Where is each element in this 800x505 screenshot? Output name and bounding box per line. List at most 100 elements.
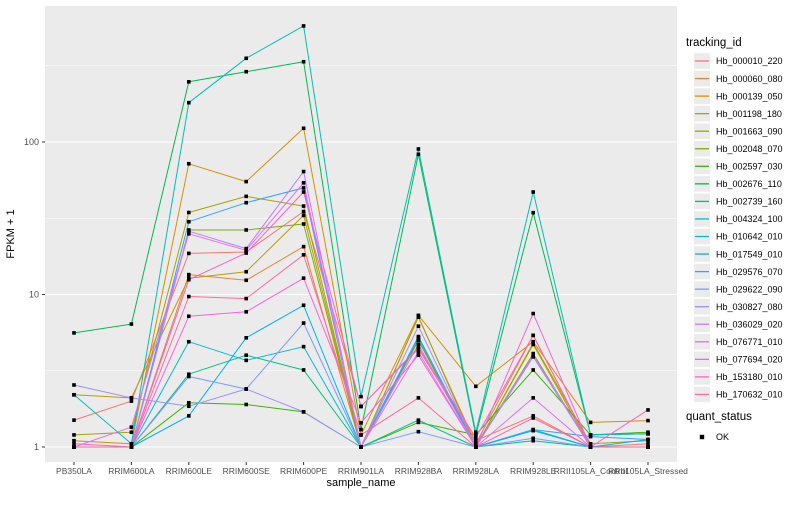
x-tick-label: RRIM600PE (280, 466, 328, 476)
data-point (301, 222, 306, 226)
data-point (359, 445, 363, 449)
data-point (187, 232, 191, 236)
y-axis-title: FPKM + 1 (5, 209, 17, 258)
legend-entry-label: Hb_004324_100 (716, 214, 783, 224)
data-point (244, 387, 248, 391)
data-point (416, 420, 421, 425)
legend-entry: Hb_017549_010 (694, 246, 783, 262)
y-tick-label: 10 (29, 290, 39, 300)
data-point (301, 368, 306, 372)
data-point (359, 433, 363, 437)
data-point (129, 322, 134, 326)
legend-entry-label: Hb_002676_110 (716, 179, 782, 189)
data-point (646, 408, 650, 412)
data-point (416, 342, 421, 347)
data-point (416, 324, 421, 328)
data-point (531, 353, 535, 357)
data-point (474, 438, 478, 443)
data-point (646, 437, 650, 442)
legend-entry-label: Hb_077694_020 (716, 355, 783, 365)
data-point (416, 418, 421, 422)
data-point (187, 161, 191, 166)
data-point (531, 368, 535, 372)
legend-title: tracking_id (686, 37, 742, 49)
data-point (588, 445, 593, 449)
data-point (187, 210, 191, 215)
data-point (129, 441, 134, 446)
legend-entry-label: Hb_017549_010 (716, 249, 783, 259)
data-points (72, 24, 650, 449)
x-tick-label: RRII105LA_Stressed (608, 466, 688, 476)
legend-entry-label: Hb_000060_080 (716, 74, 783, 84)
x-tick-label: RRIM928LA (453, 466, 500, 476)
legend-entry: Hb_030827_080 (694, 298, 783, 315)
data-point (359, 404, 363, 409)
data-point (416, 353, 421, 357)
data-point (416, 152, 421, 157)
data-point (187, 314, 191, 319)
data-point (646, 445, 650, 449)
y-tick-label: 100 (24, 137, 39, 147)
data-point (244, 296, 248, 301)
axis-ticks (42, 141, 649, 465)
legend-entry-label: Hb_010642_010 (716, 232, 783, 242)
data-point (301, 410, 306, 414)
x-tick-label: PB350LA (56, 466, 92, 476)
data-point (72, 418, 76, 422)
data-point (72, 433, 76, 437)
legend-entry: Hb_000010_220 (694, 53, 783, 69)
data-point (588, 434, 593, 439)
data-point (301, 303, 306, 308)
legend-entry: Hb_002676_110 (694, 176, 782, 192)
legend-entry: Hb_153180_010 (694, 369, 783, 385)
data-point (187, 372, 191, 377)
data-point (359, 394, 363, 399)
data-point (72, 441, 76, 446)
axis-labels: 1 10 100 PB350LA RRIM600LA RRIM600LE RRIM600SE… (24, 137, 688, 476)
data-point (244, 251, 248, 255)
data-point (301, 209, 306, 214)
legend-entry-label: Hb_000139_050 (716, 91, 783, 101)
data-point (244, 336, 248, 340)
data-point (301, 59, 306, 64)
data-point (531, 427, 535, 432)
data-point (474, 430, 478, 435)
data-point (129, 399, 134, 403)
data-point (187, 272, 191, 277)
legend-entry: Hb_010642_010 (694, 228, 783, 245)
data-point (244, 402, 248, 407)
legend-entry: Hb_001198_180 (694, 105, 782, 122)
data-point (416, 338, 421, 343)
data-point (301, 244, 306, 249)
data-point (301, 321, 306, 325)
x-tick-label: RRIM600SE (223, 466, 271, 476)
data-point (187, 400, 191, 405)
data-point (531, 333, 535, 338)
legend-entry-label: Hb_029622_090 (716, 284, 783, 294)
data-point (244, 248, 248, 253)
legend-entry: Hb_076771_010 (694, 334, 783, 350)
data-point (129, 396, 134, 400)
x-tick-label: RRIM600LA (108, 466, 155, 476)
data-point (72, 383, 76, 387)
data-point (474, 435, 478, 440)
data-point (244, 56, 248, 61)
data-point (301, 204, 306, 208)
data-point (244, 69, 248, 74)
legend-entry-label: OK (716, 432, 729, 442)
x-axis-title: sample_name (326, 477, 395, 489)
data-point (187, 251, 191, 256)
data-point (474, 433, 478, 437)
data-point (474, 441, 478, 446)
data-point (531, 341, 535, 345)
data-point (301, 253, 306, 257)
x-tick-label: RRIM901LA (338, 466, 385, 476)
data-point (244, 194, 248, 199)
data-point (129, 425, 134, 429)
data-point (301, 190, 306, 194)
data-point (301, 24, 306, 28)
data-point (646, 432, 650, 436)
data-point (301, 181, 306, 185)
data-point (129, 445, 134, 449)
legend-entry: Hb_036029_020 (694, 316, 783, 333)
